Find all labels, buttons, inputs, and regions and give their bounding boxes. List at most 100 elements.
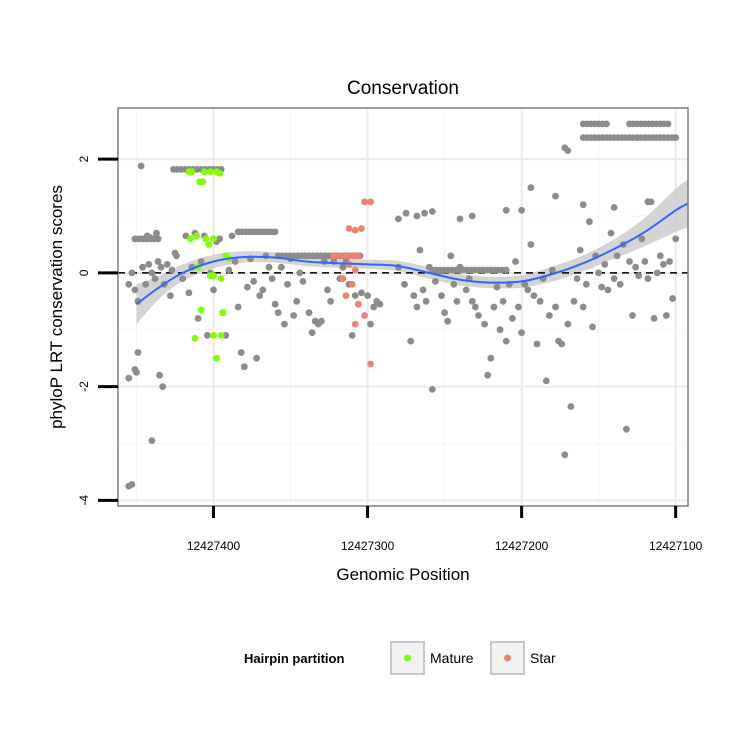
point-other (441, 309, 448, 317)
point-other (656, 252, 664, 260)
point-star (345, 225, 353, 232)
point-other (428, 386, 436, 393)
point-mature (202, 235, 210, 243)
point-other (402, 209, 410, 217)
point-other (204, 332, 211, 339)
point-other (632, 263, 639, 271)
x-tick-label: 12427400 (187, 539, 241, 553)
point-other (546, 312, 553, 319)
point-other (253, 354, 260, 362)
point-other (244, 283, 251, 291)
point-star (361, 198, 368, 206)
point-other (145, 261, 153, 268)
point-other (586, 218, 593, 226)
point-other (527, 241, 535, 248)
point-other (481, 320, 488, 328)
point-other (228, 232, 236, 240)
point-star (330, 252, 338, 260)
legend-dot-mature (404, 654, 411, 662)
x-tick-label: 12427100 (649, 539, 703, 553)
point-other (453, 297, 461, 305)
point-other (367, 320, 374, 328)
point-other (339, 263, 347, 271)
point-other (185, 289, 193, 297)
point-star (348, 252, 356, 260)
point-other (561, 451, 569, 459)
y-tick-label: -2 (77, 381, 91, 392)
point-other (370, 303, 378, 311)
point-other (626, 258, 633, 265)
legend: Hairpin partition Mature Star (244, 641, 556, 675)
point-mature (217, 332, 225, 339)
point-other (595, 269, 602, 277)
point-star (358, 225, 365, 232)
point-other (148, 437, 156, 444)
point-other (240, 363, 248, 371)
point-other (421, 209, 428, 217)
point-other (536, 297, 544, 305)
point-other (173, 252, 180, 260)
point-other (364, 292, 371, 299)
point-other (601, 261, 609, 268)
point-other (167, 292, 174, 299)
point-other (589, 323, 596, 331)
point-other (672, 134, 680, 142)
point-mature (219, 309, 227, 317)
y-tick-label: -4 (77, 495, 91, 506)
point-other (527, 184, 535, 192)
point-other (672, 235, 680, 243)
point-star (339, 275, 347, 282)
point-other (271, 300, 279, 308)
point-other (262, 252, 270, 260)
point-other (151, 275, 159, 282)
point-other (157, 263, 165, 271)
point-other (148, 269, 156, 277)
point-other (493, 283, 501, 291)
point-other (653, 269, 661, 277)
point-other (616, 280, 624, 288)
point-other (125, 280, 133, 288)
point-other (666, 258, 673, 265)
data-points (125, 120, 680, 490)
point-other (327, 297, 334, 305)
point-mature (187, 235, 194, 243)
point-mature (188, 168, 196, 176)
point-mature (210, 332, 217, 339)
point-star (342, 292, 350, 299)
point-other (549, 266, 556, 274)
point-other (128, 481, 136, 488)
point-other (419, 286, 427, 294)
point-star (367, 198, 374, 206)
x-tick-label: 12427200 (495, 539, 549, 553)
point-other (564, 147, 572, 155)
plot-border (117, 107, 689, 507)
point-other (610, 204, 618, 211)
point-other (515, 303, 522, 311)
legend-title: Hairpin partition (244, 651, 344, 666)
point-other (154, 258, 162, 265)
point-other (428, 208, 436, 215)
point-other (468, 297, 476, 305)
point-other (487, 354, 495, 362)
point-star (354, 252, 362, 260)
point-other (142, 280, 150, 288)
point-mature (210, 272, 217, 280)
point-other (318, 317, 325, 325)
point-other (407, 337, 415, 345)
point-other (502, 266, 510, 274)
point-mature (200, 168, 208, 176)
point-other (179, 275, 187, 282)
point-other (638, 235, 646, 243)
confidence-band-area (136, 179, 688, 325)
point-other (194, 315, 202, 322)
point-other (296, 269, 304, 277)
point-other (234, 303, 242, 311)
point-other (293, 297, 301, 305)
point-other (629, 312, 636, 319)
legend-label-mature: Mature (430, 650, 474, 666)
legend-dot-star (504, 654, 511, 662)
point-other (358, 289, 365, 297)
point-other (613, 252, 621, 260)
point-other (635, 272, 643, 280)
